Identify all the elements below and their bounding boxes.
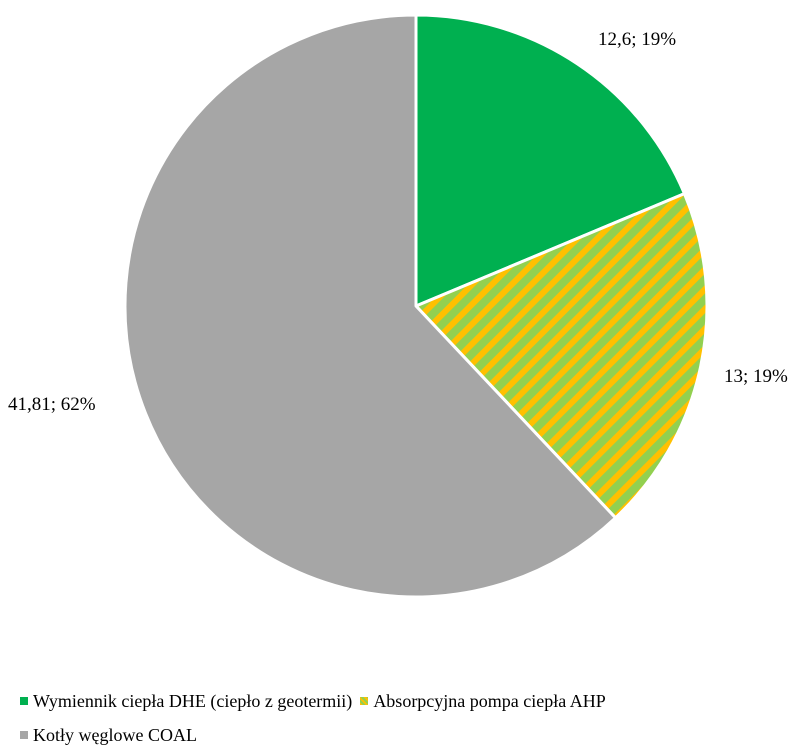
pie-slice-coal bbox=[123, 13, 618, 599]
legend-swatch-coal bbox=[20, 731, 28, 739]
data-label-coal: 41,81; 62% bbox=[8, 394, 96, 415]
legend-item-coal: Kotły węglowe COAL bbox=[20, 718, 197, 752]
legend-item-dhe: Wymiennik ciepła DHE (ciepło z geotermii… bbox=[20, 684, 352, 718]
legend: Wymiennik ciepła DHE (ciepło z geotermii… bbox=[20, 684, 790, 752]
legend-row: Kotły węglowe COAL bbox=[20, 718, 790, 752]
data-label-ahp: 13; 19% bbox=[724, 366, 788, 387]
data-label-dhe: 12,6; 19% bbox=[598, 29, 676, 50]
pie-chart-svg: 12,6; 19% 13; 19% 41,81; 62% bbox=[8, 13, 788, 599]
legend-row: Wymiennik ciepła DHE (ciepło z geotermii… bbox=[20, 684, 790, 718]
legend-label-coal: Kotły węglowe COAL bbox=[33, 725, 197, 745]
legend-label-dhe: Wymiennik ciepła DHE (ciepło z geotermii… bbox=[33, 691, 353, 711]
pie-slice-dhe bbox=[414, 13, 686, 308]
legend-swatch-dhe bbox=[20, 697, 28, 705]
pie-slice-ahp bbox=[414, 192, 709, 520]
legend-label-ahp: Absorpcyjna pompa ciepła AHP bbox=[373, 691, 606, 711]
legend-swatch-ahp bbox=[360, 697, 369, 705]
legend-item-ahp: Absorpcyjna pompa ciepła AHP bbox=[360, 684, 606, 718]
